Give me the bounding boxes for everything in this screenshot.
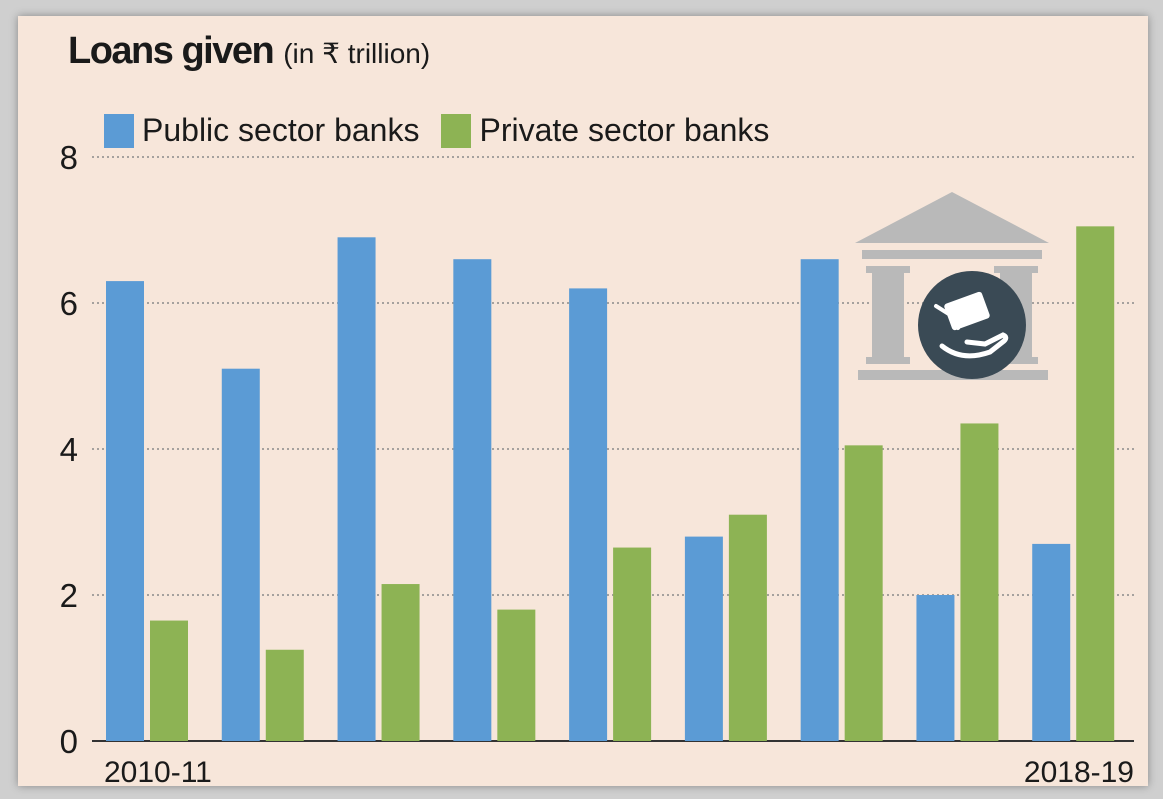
legend: Public sector banks Private sector banks (104, 112, 791, 149)
x-tick-label: 2018-19 (1024, 756, 1134, 789)
chart-title: Loans given (68, 30, 275, 72)
y-tick-label: 4 (60, 431, 78, 468)
bar-public (337, 237, 376, 742)
bank-column-base-icon (994, 357, 1038, 364)
receiving-hand-icon (939, 332, 1009, 359)
giving-hand-icon (934, 304, 960, 330)
legend-item-public: Public sector banks (104, 112, 419, 149)
bar-private (497, 609, 536, 741)
legend-item-private: Private sector banks (441, 112, 769, 149)
bank-column-base-icon (866, 357, 910, 364)
bar-public (106, 281, 144, 741)
bar-private (1076, 226, 1115, 742)
chart-subtitle: (in ₹ trillion) (283, 38, 431, 69)
chart-title-row: Loans given (in ₹ trillion) (68, 30, 430, 73)
legend-swatch-public (104, 113, 134, 148)
bank-column-icon (872, 273, 904, 357)
bar-private (613, 547, 652, 741)
bar-private (960, 423, 999, 741)
money-hand-badge-icon (918, 271, 1026, 379)
bank-icon (855, 192, 1049, 380)
bank-column-cap-icon (866, 266, 910, 273)
bar-public (684, 536, 723, 741)
bar-public (569, 288, 608, 741)
bar-private (265, 649, 304, 741)
y-tick-label: 0 (60, 723, 78, 760)
bar-public (800, 259, 839, 741)
y-tick-label: 6 (60, 285, 78, 322)
bank-column-cap-icon (994, 266, 1038, 273)
legend-label-private: Private sector banks (479, 112, 770, 148)
bar-private (381, 584, 420, 741)
bar-public (221, 368, 260, 741)
bar-private (728, 514, 767, 741)
bar-private (844, 445, 883, 741)
bar-public (453, 259, 492, 741)
legend-swatch-private (441, 113, 472, 148)
y-tick-label: 8 (60, 139, 78, 176)
y-tick-label: 2 (60, 577, 78, 614)
legend-label-public: Public sector banks (142, 112, 420, 148)
bank-roof-icon (855, 192, 1049, 243)
bar-public (1032, 543, 1071, 741)
bank-beam-icon (862, 250, 1042, 259)
bar-private (150, 620, 188, 741)
x-tick-label: 2010-11 (104, 756, 212, 789)
bar-public (916, 595, 955, 741)
